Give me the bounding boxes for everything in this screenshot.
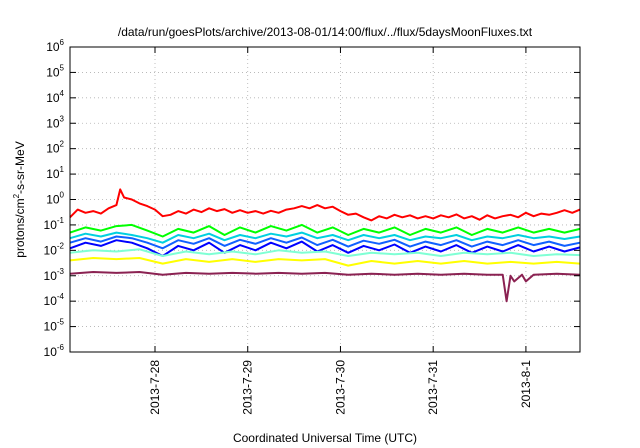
series-line-8: [69, 271, 581, 303]
series-line-7: [69, 257, 581, 267]
x-tick-label: 2013-7-28: [148, 360, 162, 415]
y-tick-label: 10-4: [44, 292, 65, 308]
y-tick-label: 10-6: [44, 343, 65, 359]
y-tick-label: 10-2: [44, 241, 65, 257]
y-tick-label: 105: [46, 63, 64, 79]
y-tick-label: 103: [46, 114, 64, 130]
y-axis-label-sup: 2: [12, 193, 21, 198]
y-tick-label: 104: [46, 89, 64, 105]
x-tick-label: 2013-8-1: [519, 360, 533, 408]
y-tick-label: 102: [46, 140, 64, 156]
y-axis-label-main: protons/cm: [13, 198, 27, 257]
y-tick-label: 101: [46, 165, 64, 181]
series-line-2: [69, 223, 581, 238]
y-tick-label: 10-5: [44, 318, 65, 334]
series-layer: [69, 188, 581, 303]
series-line-4: [69, 239, 581, 257]
x-axis-label: Coordinated Universal Time (UTC): [233, 431, 417, 445]
chart-title: /data/run/goesPlots/archive/2013-08-01/1…: [118, 25, 533, 39]
series-line-6: [69, 248, 581, 257]
series-line-1: [69, 188, 581, 222]
y-tick-label: 106: [46, 38, 64, 54]
tick-marks: 10-6 10-5 10-4 10-3 10-2 10-1 100 101 102 103 104 1…: [44, 38, 580, 415]
svg-text:protons/cm2-s-sr-MeV: protons/cm2-s-sr-MeV: [12, 141, 27, 257]
y-axis-label-rest: -s-sr-MeV: [13, 141, 27, 194]
y-tick-label: 10-1: [44, 216, 65, 232]
y-tick-label: 10-3: [44, 267, 65, 283]
x-tick-label: 2013-7-30: [333, 360, 347, 415]
y-axis-label: protons/cm2-s-sr-MeV: [12, 141, 27, 257]
y-tick-label: 100: [46, 191, 64, 207]
series-line-3: [69, 231, 581, 244]
x-tick-label: 2013-7-29: [241, 360, 255, 415]
x-tick-label: 2013-7-31: [426, 360, 440, 415]
series-line-5: [69, 235, 581, 250]
